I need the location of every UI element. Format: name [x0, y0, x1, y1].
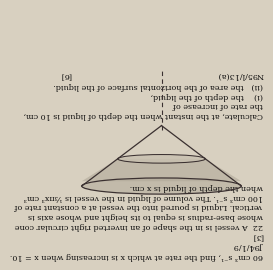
Text: 60 cm³ s⁻¹, find the rate at which x is increasing when x = 10.: 60 cm³ s⁻¹, find the rate at which x is …: [10, 252, 263, 260]
Polygon shape: [82, 159, 241, 181]
Text: 100 cm³ s⁻¹. The volume of liquid in the vessel is ¹⁄₃πx³ cm³: 100 cm³ s⁻¹. The volume of liquid in the…: [24, 193, 263, 201]
Ellipse shape: [118, 155, 205, 163]
Text: vertical. Liquid is poured into the vessel at a constant rate of: vertical. Liquid is poured into the vess…: [15, 202, 263, 211]
Text: J94/1/9: J94/1/9: [234, 242, 263, 250]
Text: (i)    the depth of the liquid,: (i) the depth of the liquid,: [151, 92, 263, 100]
Text: the rate of increase of: the rate of increase of: [173, 102, 263, 109]
Text: N95/l/13(a): N95/l/13(a): [217, 72, 263, 80]
Ellipse shape: [82, 179, 241, 193]
Text: (ii)   the area of the horizontal surface of the liquid.: (ii) the area of the horizontal surface …: [54, 82, 263, 90]
Text: whose base-radius is equal to its height and whose axis is: whose base-radius is equal to its height…: [28, 212, 263, 220]
Text: 22  A vessel is in the shape of an inverted right circular cone: 22 A vessel is in the shape of an invert…: [15, 222, 263, 230]
Text: when the depth of liquid is x cm.: when the depth of liquid is x cm.: [130, 183, 263, 191]
Text: [3]: [3]: [252, 232, 263, 240]
Text: [6]: [6]: [60, 72, 71, 80]
Text: Calculate, at the instant when the depth of liquid is 10 cm,: Calculate, at the instant when the depth…: [24, 112, 263, 119]
